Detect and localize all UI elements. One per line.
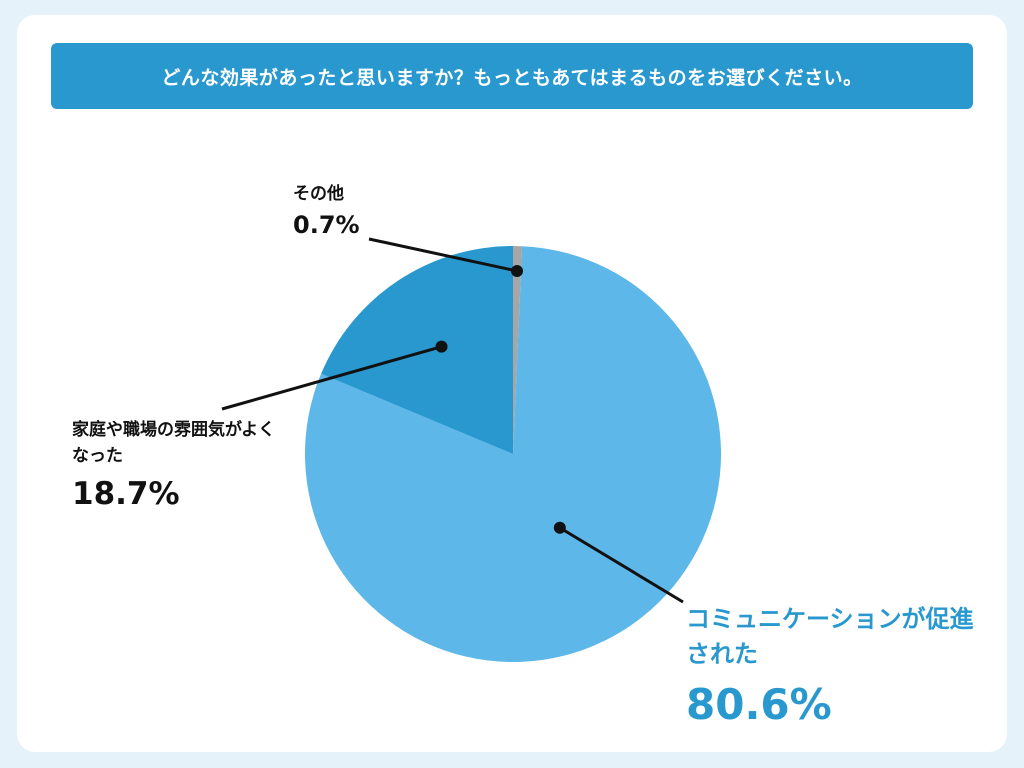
leader-line-atmosphere bbox=[221, 345, 442, 411]
label-communication: コミュニケーションが促進された 80.6% bbox=[686, 602, 986, 729]
leader-dot-communication bbox=[553, 521, 566, 534]
leader-line-other bbox=[368, 237, 518, 273]
question-banner: どんな効果があったと思いますか？もっともあてはまるものをお選びください。 bbox=[51, 43, 973, 109]
pie-slice-atmosphere bbox=[321, 246, 513, 454]
leader-dot-atmosphere bbox=[435, 340, 448, 353]
label-other: その他 0.7% bbox=[293, 183, 360, 239]
label-communication-value: 80.6% bbox=[686, 679, 832, 729]
label-other-value: 0.7% bbox=[293, 210, 360, 239]
label-atmosphere: 家庭や職場の雰囲気がよくなった 18.7% bbox=[72, 417, 292, 512]
leader-dot-other bbox=[511, 265, 524, 277]
label-communication-name: コミュニケーションが促進された bbox=[686, 605, 974, 668]
leader-line-communication bbox=[559, 526, 684, 604]
label-atmosphere-value: 18.7% bbox=[72, 475, 180, 512]
pie-slice-communication bbox=[304, 246, 721, 662]
label-atmosphere-name: 家庭や職場の雰囲気がよくなった bbox=[72, 420, 276, 467]
question-text: どんな効果があったと思いますか？もっともあてはまるものをお選びください。 bbox=[161, 66, 863, 89]
label-other-name: その他 bbox=[293, 184, 344, 204]
pie-slice-other bbox=[513, 246, 523, 454]
